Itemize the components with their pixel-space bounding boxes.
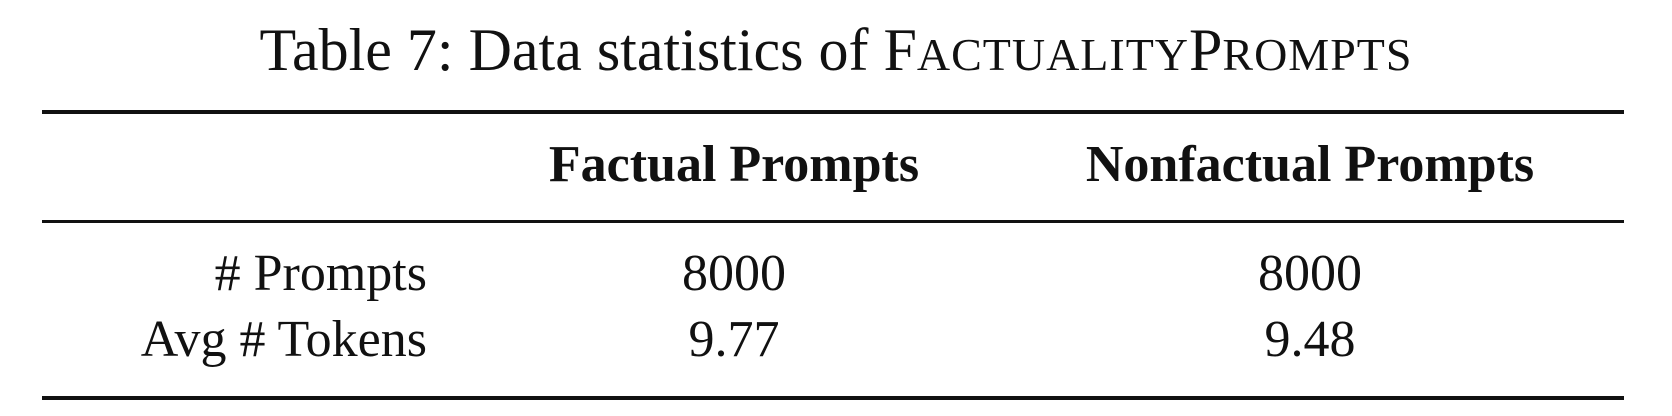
column-header-factual: Factual Prompts — [548, 136, 920, 193]
column-header-nonfactual: Nonfactual Prompts — [1085, 136, 1535, 193]
dataset-name-initial-1: F — [883, 17, 917, 83]
table-bottom-rule — [42, 396, 1624, 400]
cell-avg-tokens-factual: 9.77 — [688, 311, 780, 368]
dataset-name-rest-1: ACTUALITY — [916, 29, 1190, 80]
row-label-prompts: # Prompts — [214, 245, 427, 302]
table-header-rule — [42, 220, 1624, 223]
dataset-name-initial-2: P — [1189, 17, 1223, 83]
row-label-avg-tokens: Avg # Tokens — [140, 311, 427, 368]
table-caption: Table 7: Data statistics of FACTUALITYPR… — [0, 14, 1672, 91]
dataset-name-rest-2: ROMPTS — [1222, 29, 1413, 80]
table-top-rule — [42, 110, 1624, 114]
dataset-name: FACTUALITYPROMPTS — [883, 17, 1412, 83]
caption-prefix: Table 7: Data statistics of — [259, 17, 884, 83]
cell-avg-tokens-nonfactual: 9.48 — [1264, 311, 1356, 368]
cell-prompts-nonfactual: 8000 — [1258, 245, 1362, 302]
cell-prompts-factual: 8000 — [682, 245, 786, 302]
